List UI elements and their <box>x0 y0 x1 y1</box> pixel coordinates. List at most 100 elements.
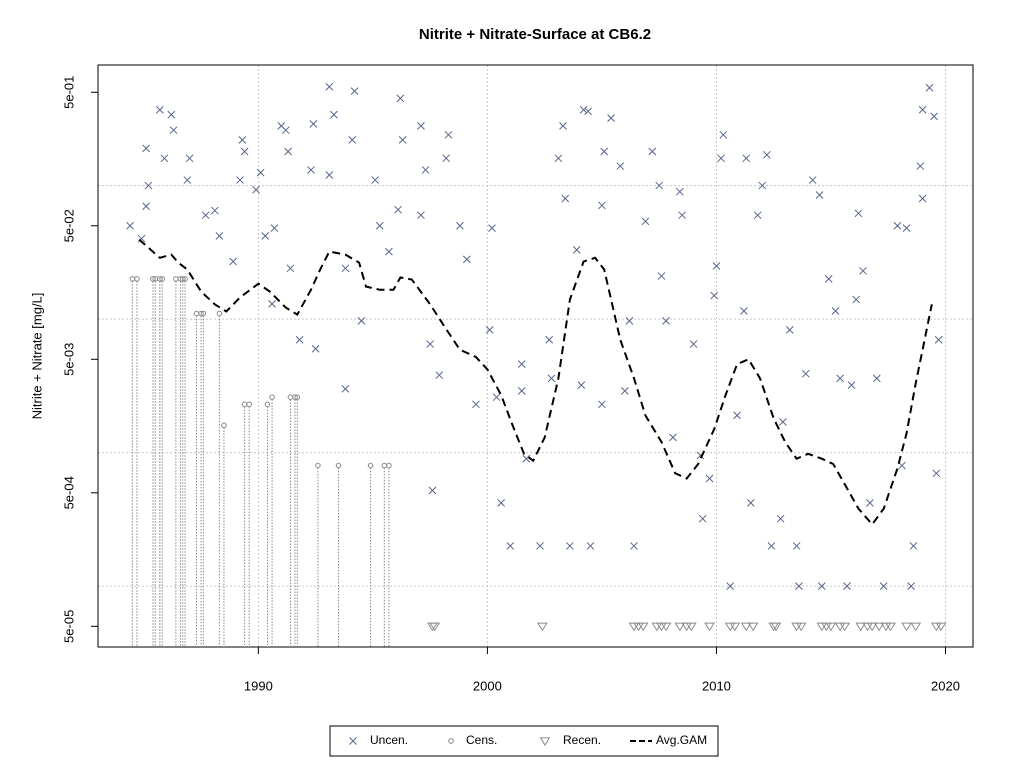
censored-point <box>157 276 163 282</box>
uncensored-point <box>160 154 169 163</box>
uncensored-point <box>444 130 453 139</box>
uncensored-point <box>144 181 153 190</box>
uncensored-point <box>485 326 494 334</box>
censored-point <box>386 462 392 469</box>
uncensored-point <box>417 211 425 220</box>
uncensored-point <box>669 433 677 442</box>
uncensored-point <box>776 514 785 523</box>
uncensored-point <box>733 411 741 420</box>
uncensored-point <box>719 130 728 139</box>
uncensored-point <box>554 154 563 163</box>
uncensored-point <box>872 374 881 383</box>
uncensored-point <box>726 582 735 590</box>
uncensored-point <box>398 136 407 144</box>
uncensored-point <box>742 154 751 163</box>
uncensored-point <box>717 154 725 163</box>
recensored-point <box>685 622 697 632</box>
uncensored-point <box>916 162 925 170</box>
recensored-point <box>825 622 837 632</box>
uncensored-point <box>616 162 625 170</box>
legend-swatch <box>448 738 454 744</box>
uncensored-point <box>284 147 292 156</box>
uncensored-point <box>155 105 164 114</box>
legend-label: Avg.GAM <box>656 733 707 747</box>
recensored-point <box>637 622 649 632</box>
uncensored-point <box>295 335 304 344</box>
censored-point <box>292 394 298 401</box>
censored-point <box>315 462 321 469</box>
recensored-point <box>873 622 885 632</box>
censored-point <box>200 310 207 317</box>
uncensored-point <box>785 326 794 334</box>
uncensored-point <box>925 83 934 92</box>
uncensored-point <box>698 514 707 523</box>
uncensored-point <box>357 317 366 325</box>
recensored-point <box>795 622 807 632</box>
recensored-point <box>747 622 759 632</box>
uncensored-point <box>879 582 888 590</box>
plot-frame <box>97 64 974 648</box>
uncensored-point <box>893 221 902 230</box>
uncensored-point <box>256 168 265 177</box>
uncensored-point <box>859 266 867 275</box>
uncensored-point <box>625 317 634 325</box>
uncensored-point <box>586 542 595 550</box>
recensored-point <box>866 622 878 632</box>
uncensored-point <box>584 107 593 116</box>
uncensored-point <box>648 147 657 156</box>
uncensored-point <box>572 246 581 254</box>
recensored-point <box>536 622 548 632</box>
recensored-point <box>839 622 851 632</box>
uncensored-point <box>286 264 295 273</box>
uncensored-point <box>909 542 918 550</box>
uncensored-point <box>710 291 719 300</box>
legend-label: Recen. <box>563 733 601 747</box>
recensored-point <box>429 622 441 632</box>
uncensored-point <box>435 371 444 380</box>
uncensored-point <box>375 221 384 230</box>
censored-point <box>134 276 140 282</box>
uncensored-point <box>142 202 150 211</box>
uncensored-point <box>824 275 833 283</box>
uncensored-point <box>795 582 803 590</box>
uncensored-point <box>566 542 574 550</box>
censored-point <box>246 401 252 408</box>
uncensored-point <box>836 374 845 383</box>
uncensored-point <box>341 385 350 393</box>
uncensored-point <box>641 217 650 226</box>
uncensored-point <box>348 136 357 144</box>
uncensored-point <box>662 317 670 325</box>
uncensored-point <box>385 247 393 256</box>
uncensored-point <box>185 154 194 163</box>
uncensored-point <box>142 144 150 153</box>
uncensored-point <box>817 582 826 590</box>
uncensored-point <box>746 499 755 507</box>
uncensored-point <box>815 191 824 199</box>
y-axis-label: Nitrite + Nitrate [mg/L] <box>29 293 44 420</box>
censored-point <box>216 310 223 317</box>
recensored-point <box>704 622 715 632</box>
uncensored-point <box>240 147 249 156</box>
uncensored-point <box>268 300 276 308</box>
uncensored-point <box>918 194 927 203</box>
uncensored-point <box>506 542 515 550</box>
uncensored-point <box>428 486 437 495</box>
censored-point <box>150 276 156 282</box>
uncensored-point <box>934 335 943 344</box>
uncensored-point <box>675 187 684 196</box>
uncensored-point <box>740 307 748 315</box>
uncensored-point <box>620 387 629 395</box>
x-tick-label: 2020 <box>931 678 960 693</box>
uncensored-point <box>600 147 609 156</box>
uncensored-point <box>396 94 405 103</box>
uncensored-point <box>421 166 430 174</box>
uncensored-point <box>472 400 480 409</box>
censored-point <box>269 394 275 401</box>
uncensored-point <box>767 542 776 550</box>
uncensored-point <box>252 185 260 194</box>
uncensored-point <box>854 209 863 218</box>
legend-label: Uncen. <box>370 733 408 747</box>
uncensored-point <box>325 171 334 179</box>
